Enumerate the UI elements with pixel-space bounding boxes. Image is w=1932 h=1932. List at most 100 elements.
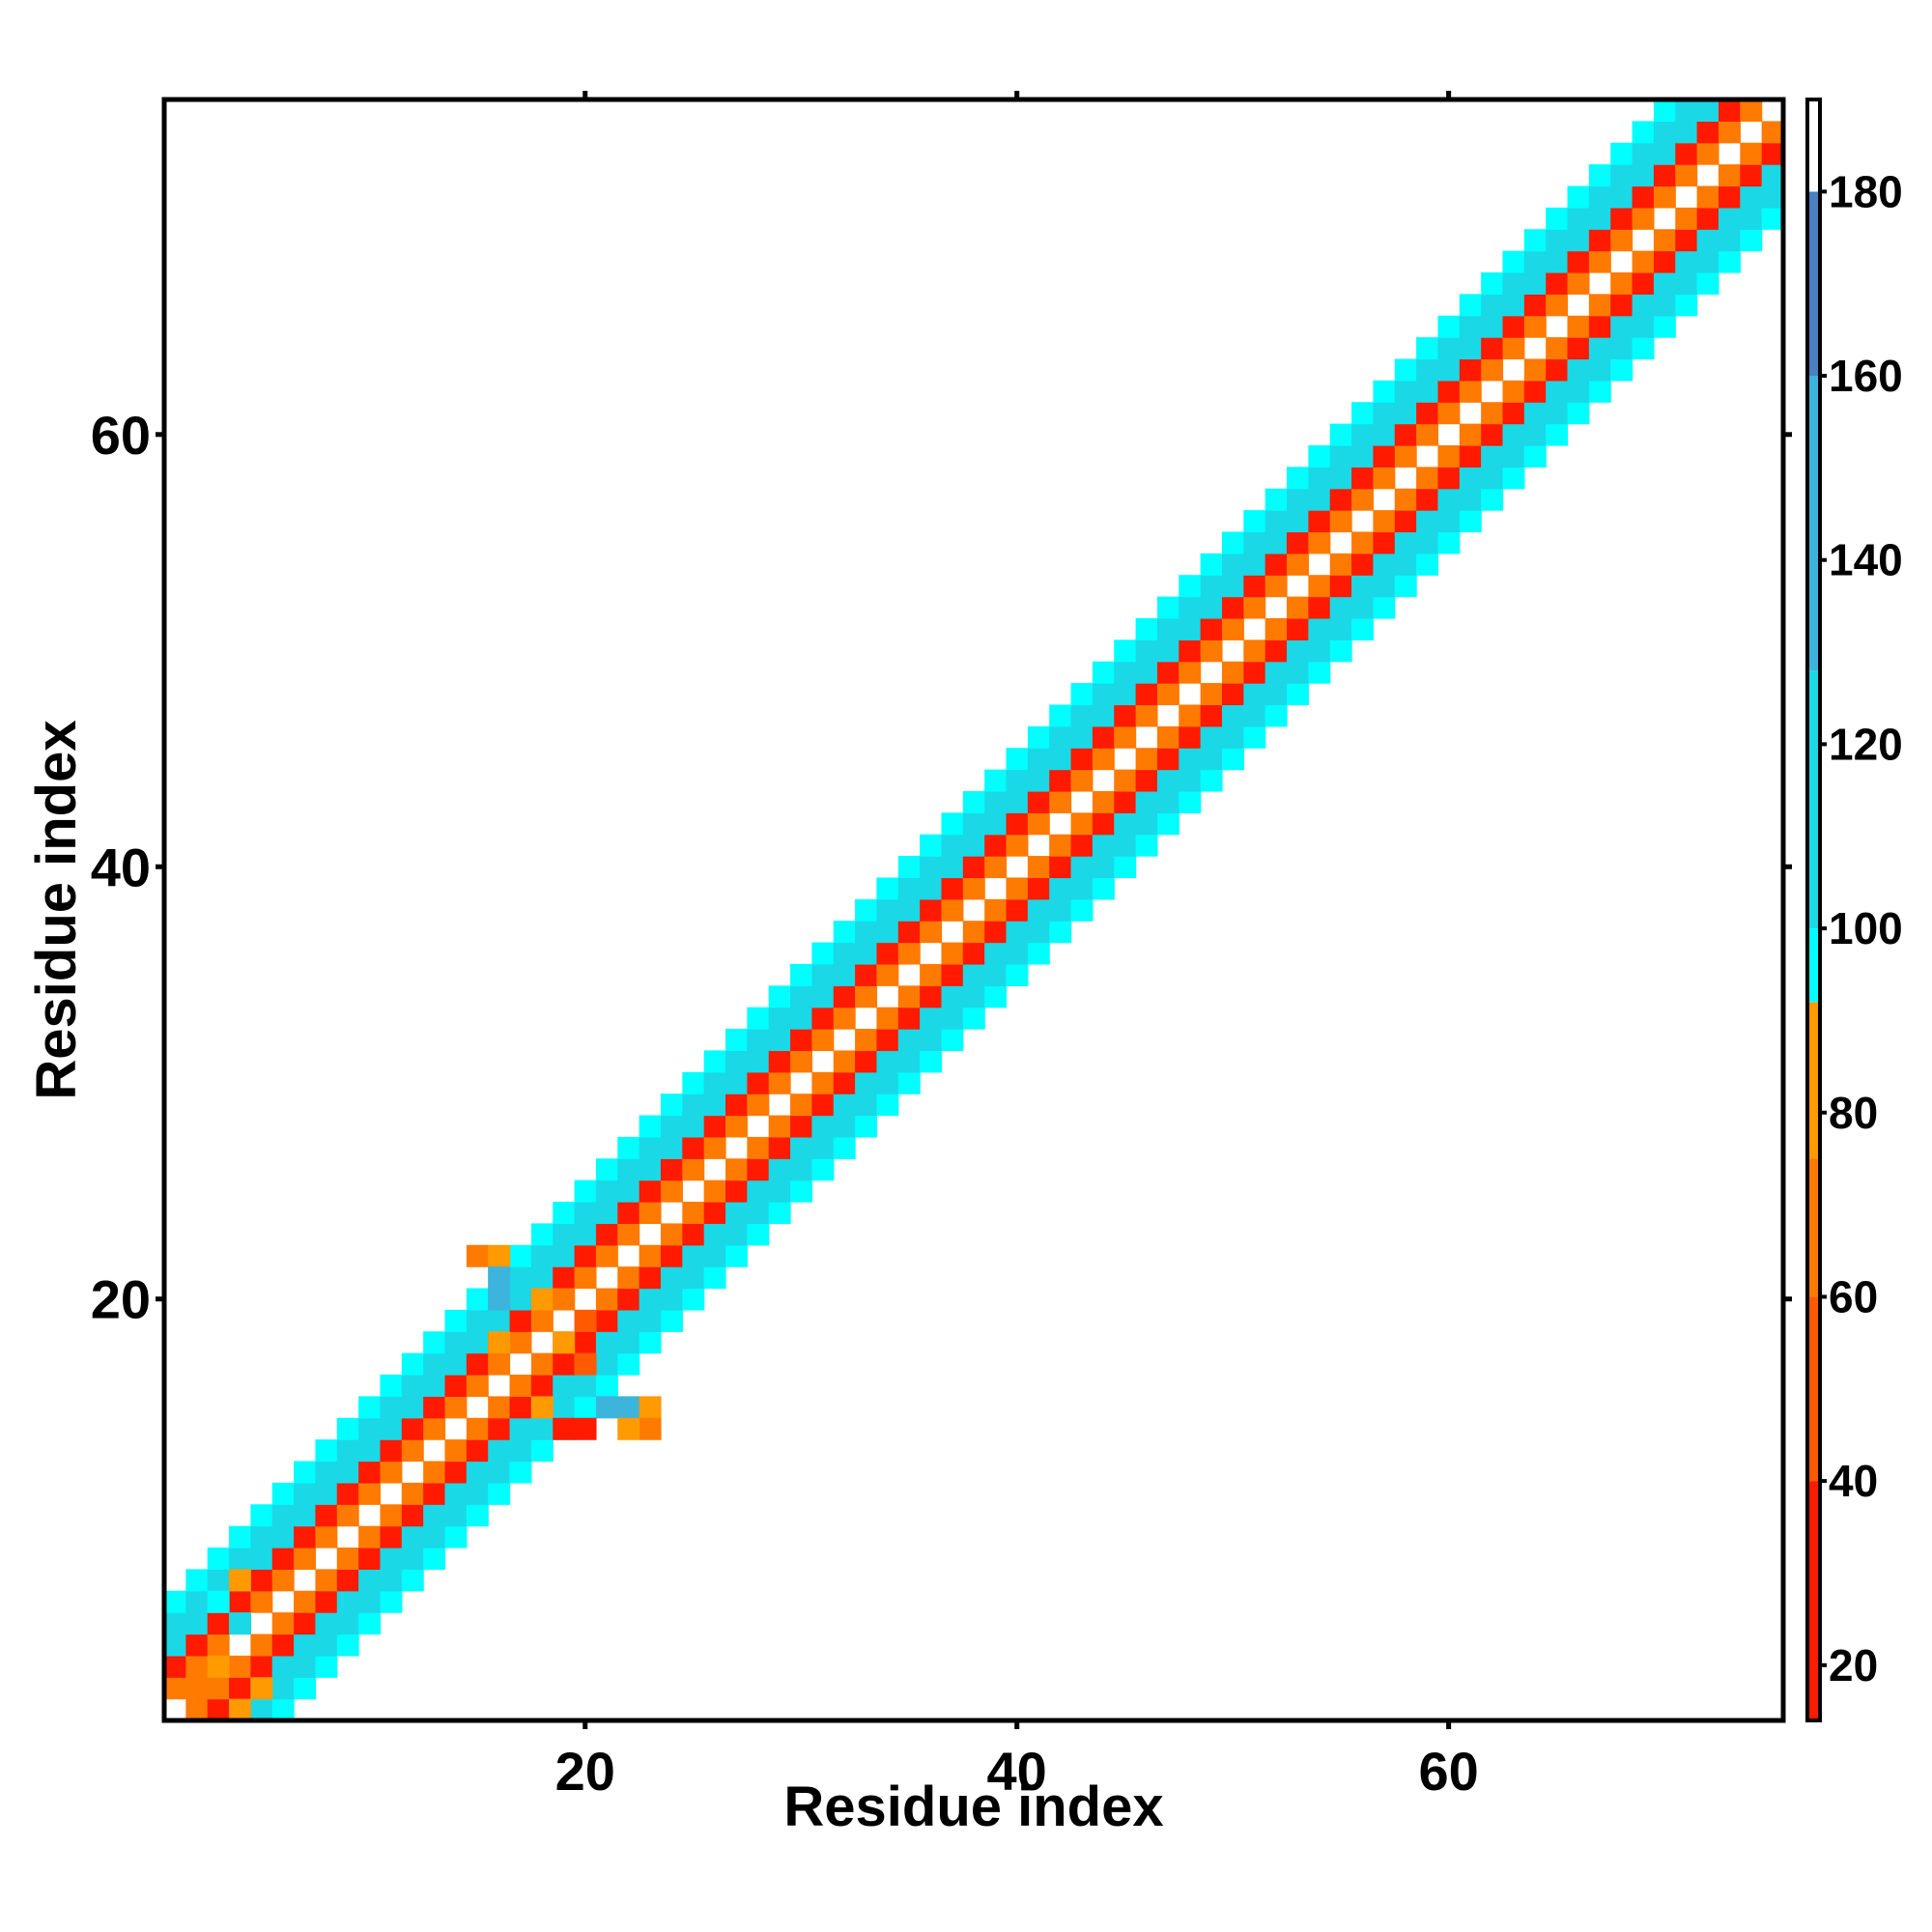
heatmap-cell [294,1677,317,1700]
heatmap-cell [639,1115,662,1138]
heatmap-cell [1264,661,1288,684]
heatmap-cell [1070,856,1094,879]
heatmap-cell [682,1223,705,1246]
heatmap-cell [1718,229,1741,252]
heatmap-cell [574,1396,597,1419]
heatmap-cell [1567,358,1590,382]
heatmap-cell [876,877,899,900]
heatmap-cell [962,877,985,900]
heatmap-cell [833,921,856,944]
heatmap-cell [1156,725,1179,749]
heatmap-cell [1070,812,1094,836]
heatmap-cell [660,1309,683,1332]
heatmap-cell [1373,596,1396,619]
heatmap-cell [1416,380,1439,403]
heatmap-cell [1221,725,1244,749]
heatmap-cell [1351,444,1375,468]
heatmap-cell [1308,617,1331,640]
heatmap-cell [294,1612,317,1635]
heatmap-cell [466,1288,489,1311]
heatmap-cell [1546,337,1569,360]
heatmap-cell [488,1309,511,1332]
heatmap-cell [790,985,812,1009]
heatmap-cell [1049,898,1072,922]
heatmap-cell [1718,99,1741,122]
heatmap-cell [423,1352,446,1376]
heatmap-cell [1092,877,1115,900]
heatmap-cell [1351,617,1375,640]
heatmap-cell [1243,683,1266,706]
heatmap-cell [1287,531,1309,554]
heatmap-cell [725,1223,748,1246]
heatmap-cell [315,1461,338,1484]
heatmap-cell [185,1569,209,1592]
heatmap-cell [488,1352,511,1376]
heatmap-cell [401,1375,424,1397]
heatmap-cell [423,1396,446,1419]
heatmap-cell [1546,423,1569,446]
heatmap-cell [682,1266,705,1290]
heatmap-cell [271,1612,295,1635]
heatmap-cell [315,1439,338,1463]
heatmap-cell [984,921,1008,944]
heatmap-cell [1610,164,1634,187]
heatmap-cell [423,1482,446,1505]
heatmap-cell [1394,575,1417,598]
heatmap-cell [617,1179,640,1203]
heatmap-cell [1567,207,1590,230]
heatmap-cell [747,1179,770,1203]
heatmap-cell [1006,942,1029,965]
heatmap-cell [595,1244,618,1267]
heatmap-cell [1264,639,1288,663]
heatmap-cell [1006,790,1029,813]
heatmap-cell [185,1590,209,1613]
heatmap-cell [1135,661,1158,684]
colorbar-tick-label: 80 [1829,1088,1878,1138]
heatmap-cell [444,1309,468,1332]
colorbar-tick-label: 140 [1829,535,1903,585]
colorbar-tick-label: 100 [1829,903,1903,953]
heatmap-cell [1114,790,1137,813]
heatmap-cell [530,1266,554,1290]
heatmap-cell [725,1244,748,1267]
heatmap-cell [1740,185,1763,209]
heatmap-cell [747,1007,770,1030]
heatmap-cell [1459,380,1482,403]
heatmap-cell [1373,402,1396,425]
heatmap-cell [1546,207,1569,230]
heatmap-cell [1546,402,1569,425]
heatmap-cell [1523,250,1547,273]
heatmap-cell [682,1244,705,1267]
heatmap-cell [380,1375,403,1397]
heatmap-cell [358,1590,382,1613]
heatmap-cell [1481,271,1504,295]
heatmap-cell [639,1158,662,1181]
heatmap-cell [617,1223,640,1246]
heatmap-cell [639,1396,662,1419]
heatmap-cell [1610,358,1634,382]
heatmap-cell [207,1634,230,1657]
heatmap-cell [660,1223,683,1246]
heatmap-cell [1179,790,1202,813]
heatmap-cell [1696,185,1719,209]
heatmap-cell [1588,185,1611,209]
heatmap-cell [1459,488,1482,511]
heatmap-cell [1006,769,1029,792]
heatmap-cell [897,877,921,900]
heatmap-cell [1675,99,1698,122]
heatmap-cell [1287,488,1309,511]
heatmap-cell [1394,488,1417,511]
heatmap-cell [1114,639,1137,663]
heatmap-cell [1394,444,1417,468]
heatmap-cell [811,942,835,965]
heatmap-cell [725,1050,748,1073]
heatmap-cell [1200,769,1223,792]
heatmap-cell [1394,402,1417,425]
colorbar-segment [1807,376,1820,671]
heatmap-cell [509,1375,532,1397]
heatmap-cell [294,1634,317,1657]
heatmap-cell [1696,99,1719,122]
heatmap-cell [401,1417,424,1440]
heatmap-cell [790,1158,812,1181]
heatmap-cell [315,1569,338,1592]
